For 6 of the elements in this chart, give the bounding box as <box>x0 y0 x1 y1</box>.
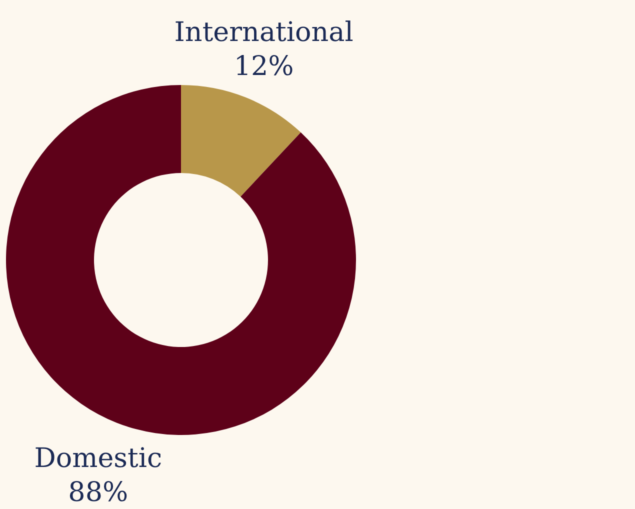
slice-label: Domestic <box>34 443 162 474</box>
donut-slice <box>181 85 301 197</box>
data-label: 88% <box>68 477 128 508</box>
slice-label: International <box>174 16 354 48</box>
data-label: 12% <box>234 50 294 82</box>
donut-slice <box>6 85 356 435</box>
